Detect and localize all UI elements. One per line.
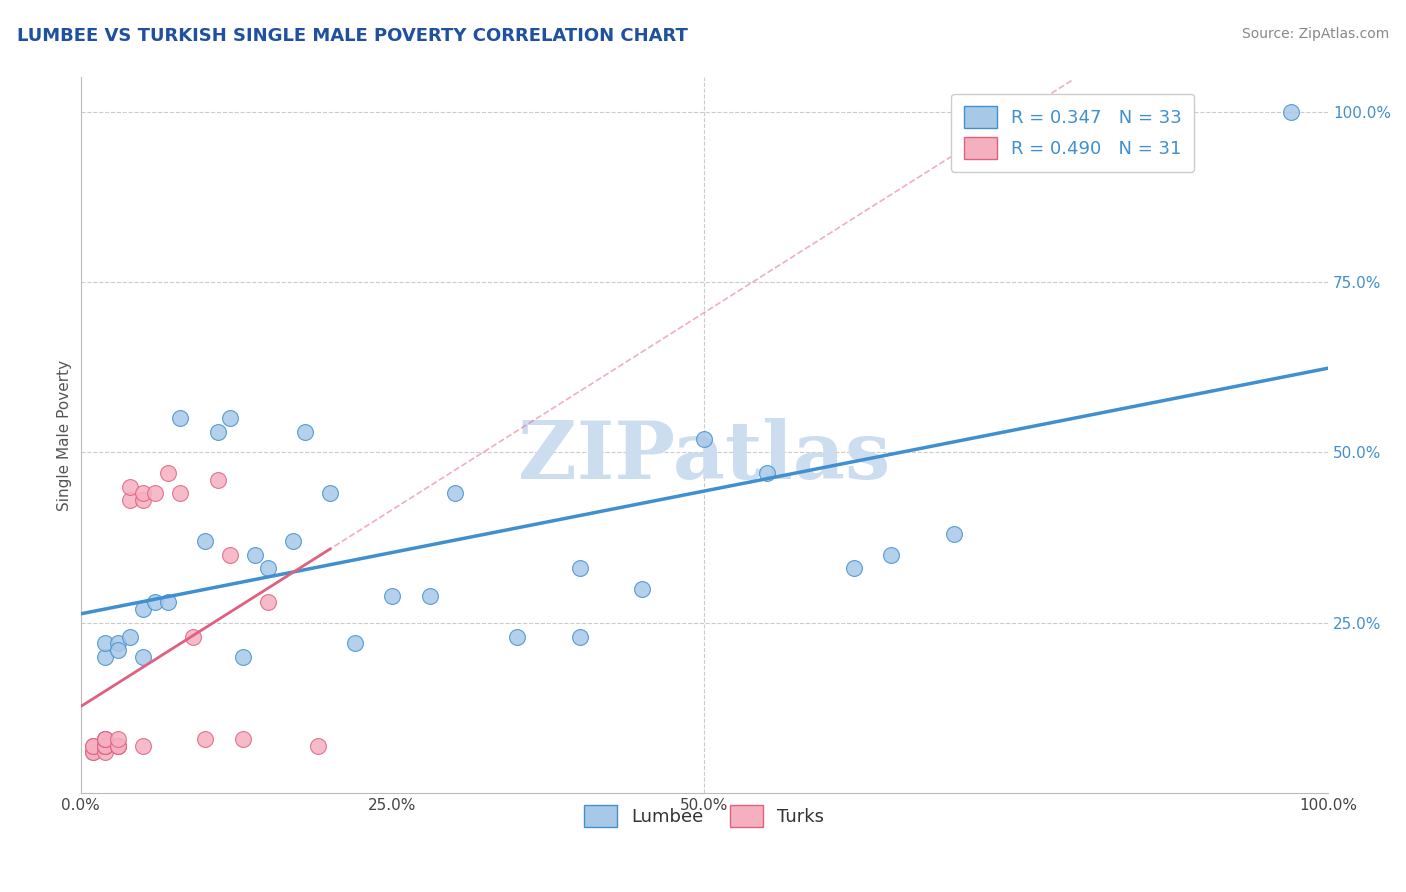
Point — [120, 493, 142, 508]
Point — [82, 746, 104, 760]
Point — [256, 561, 278, 575]
Point — [82, 746, 104, 760]
Point — [631, 582, 654, 596]
Point — [132, 650, 155, 665]
Text: ZIPatlas: ZIPatlas — [519, 417, 890, 496]
Point — [307, 739, 329, 753]
Point — [107, 636, 129, 650]
Point — [419, 589, 441, 603]
Point — [120, 630, 142, 644]
Point — [207, 473, 229, 487]
Point — [145, 595, 167, 609]
Point — [156, 595, 179, 609]
Point — [568, 630, 591, 644]
Point — [506, 630, 529, 644]
Point — [94, 739, 117, 753]
Point — [194, 534, 217, 549]
Point — [181, 630, 204, 644]
Point — [693, 432, 716, 446]
Point — [132, 493, 155, 508]
Point — [232, 650, 254, 665]
Point — [256, 595, 278, 609]
Point — [156, 466, 179, 480]
Text: LUMBEE VS TURKISH SINGLE MALE POVERTY CORRELATION CHART: LUMBEE VS TURKISH SINGLE MALE POVERTY CO… — [17, 27, 688, 45]
Point — [132, 739, 155, 753]
Point — [194, 731, 217, 746]
Point — [294, 425, 316, 439]
Point — [94, 731, 117, 746]
Point — [169, 486, 191, 500]
Point — [94, 731, 117, 746]
Point — [443, 486, 465, 500]
Point — [942, 527, 965, 541]
Point — [94, 650, 117, 665]
Point — [107, 739, 129, 753]
Point — [94, 636, 117, 650]
Point — [132, 486, 155, 500]
Point — [94, 739, 117, 753]
Point — [381, 589, 404, 603]
Point — [82, 739, 104, 753]
Point — [842, 561, 865, 575]
Point — [232, 731, 254, 746]
Point — [880, 548, 903, 562]
Point — [94, 739, 117, 753]
Point — [343, 636, 366, 650]
Point — [120, 479, 142, 493]
Point — [82, 739, 104, 753]
Point — [107, 739, 129, 753]
Point — [281, 534, 304, 549]
Point — [219, 548, 242, 562]
Point — [207, 425, 229, 439]
Point — [243, 548, 266, 562]
Legend: Lumbee, Turks: Lumbee, Turks — [576, 798, 832, 834]
Point — [568, 561, 591, 575]
Point — [755, 466, 778, 480]
Point — [94, 746, 117, 760]
Point — [169, 411, 191, 425]
Point — [107, 643, 129, 657]
Point — [94, 739, 117, 753]
Point — [319, 486, 342, 500]
Y-axis label: Single Male Poverty: Single Male Poverty — [58, 359, 72, 511]
Point — [219, 411, 242, 425]
Point — [132, 602, 155, 616]
Point — [1279, 104, 1302, 119]
Text: Source: ZipAtlas.com: Source: ZipAtlas.com — [1241, 27, 1389, 41]
Point — [107, 731, 129, 746]
Point — [94, 731, 117, 746]
Point — [107, 739, 129, 753]
Point — [145, 486, 167, 500]
